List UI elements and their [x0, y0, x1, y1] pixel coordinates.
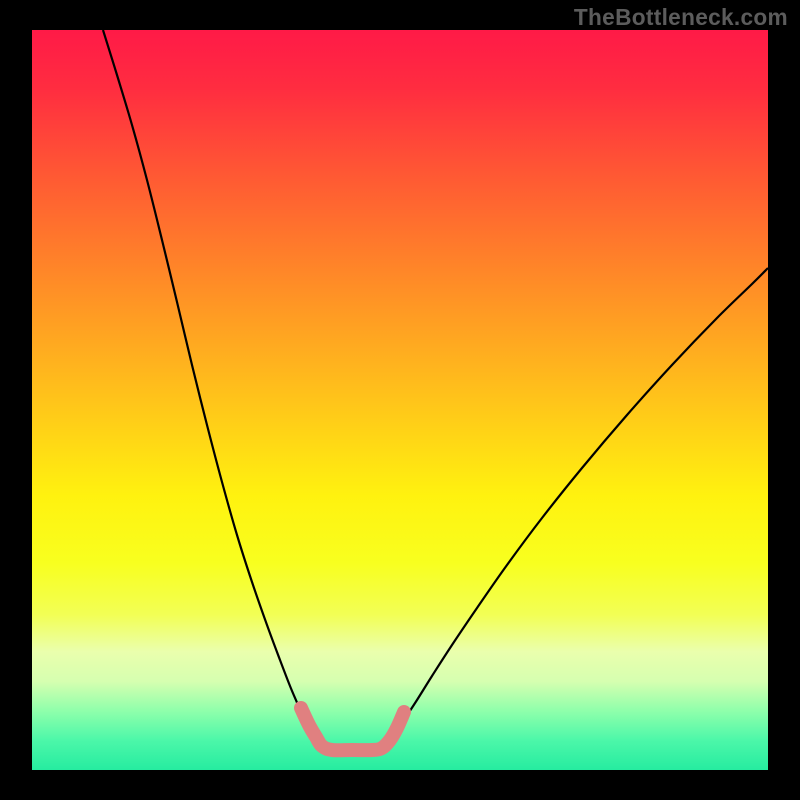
plot-svg-layer — [32, 30, 768, 770]
plot-area — [32, 30, 768, 770]
curve-right — [387, 268, 768, 750]
watermark-text: TheBottleneck.com — [574, 4, 788, 31]
curve-left — [103, 30, 319, 750]
bottom-u-mark — [301, 708, 404, 750]
